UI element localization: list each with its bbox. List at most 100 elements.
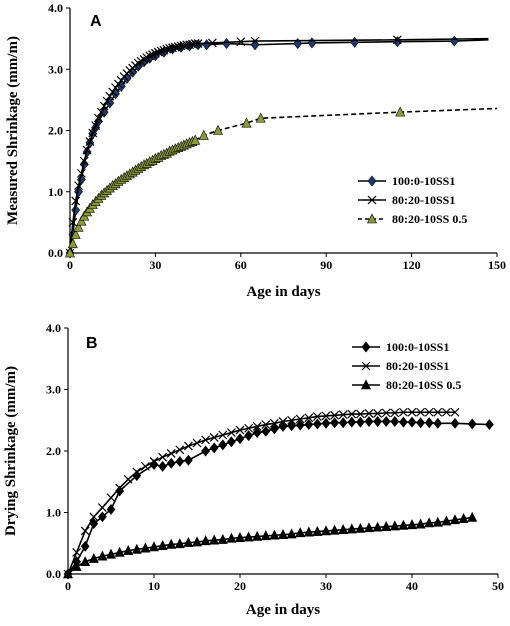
data-point [433,417,443,429]
data-point [158,452,168,462]
legend-label: 80:20-10SS 0.5 [386,378,461,392]
data-point [198,129,209,140]
data-point [467,418,477,430]
data-point [338,410,348,420]
data-point [449,35,459,47]
data-point [190,39,200,48]
data-point [115,485,124,497]
data-point [261,420,271,429]
data-point [99,101,109,111]
x-tick-label: 0 [65,579,71,593]
data-point [392,36,402,48]
data-point [94,113,103,123]
x-tick-label: 40 [406,579,418,593]
data-point [176,41,186,51]
data-point [450,514,460,525]
data-point [97,503,107,513]
data-point [252,421,262,431]
data-point [278,417,288,426]
data-point [372,521,383,532]
data-point [85,137,95,146]
data-point [381,520,392,531]
data-point [168,43,177,53]
data-point [166,538,177,549]
data-point [433,407,443,417]
data-point [338,417,348,429]
data-point [407,519,417,530]
data-point [304,419,314,431]
series-3 [63,511,478,579]
data-point [105,91,115,101]
data-point [148,50,157,59]
data-point [201,435,211,445]
data-point [373,415,382,427]
x-tick-label: 20 [234,579,246,593]
data-point [192,536,202,547]
data-point [364,415,374,427]
legend-marker [367,195,377,205]
data-point [156,46,166,56]
data-point [217,533,228,544]
data-point [145,51,155,61]
data-point [72,548,82,557]
y-tick-label: 1.0 [46,506,61,520]
legend-marker [361,341,371,353]
data-point [74,181,83,191]
data-point [286,528,297,539]
data-point [158,460,167,472]
legend-label: 100:0-10SS1 [386,340,449,354]
legend-label: 80:20-10SS1 [386,359,449,373]
data-point [346,523,357,534]
x-tick-label: 120 [403,258,421,272]
y-tick-label: 2.0 [48,124,63,138]
data-point [295,414,305,424]
data-point [364,409,374,418]
data-point [192,438,202,448]
data-point [67,238,78,249]
data-point [209,442,219,454]
data-point [106,548,116,559]
legend-marker [361,379,371,390]
legend-marker [361,361,371,371]
y-tick-label: 3.0 [46,383,61,397]
data-point [166,449,176,458]
data-point [252,530,263,541]
data-point [321,417,331,429]
data-point [244,430,253,442]
data-point [450,417,460,429]
data-point [174,538,185,549]
data-point [165,44,175,53]
data-point [157,540,168,551]
data-point [106,493,116,503]
data-point [236,37,246,47]
data-point [82,145,92,155]
data-point [287,420,296,432]
x-axis-label: Age in days [246,602,320,618]
data-point [278,528,288,539]
data-point [313,418,322,430]
data-point [170,42,180,52]
y-axis-label: Drying Shrinkage (mm/m) [3,366,19,536]
data-point [123,544,134,555]
x-tick-label: 90 [320,258,332,272]
data-point [71,196,81,206]
data-point [467,511,478,522]
data-point [347,409,357,419]
data-point [424,407,434,417]
data-point [304,413,314,423]
data-point [389,520,400,531]
data-point [347,416,357,428]
data-point [131,543,142,554]
data-point [381,415,391,427]
data-point [184,454,193,466]
data-point [149,457,159,466]
data-point [415,518,426,529]
data-point [260,530,271,541]
data-point [398,407,408,417]
data-point [183,441,193,451]
x-tick-label: 150 [488,258,506,272]
data-point [295,527,306,538]
data-point [392,35,402,45]
y-tick-label: 0.0 [46,567,61,581]
